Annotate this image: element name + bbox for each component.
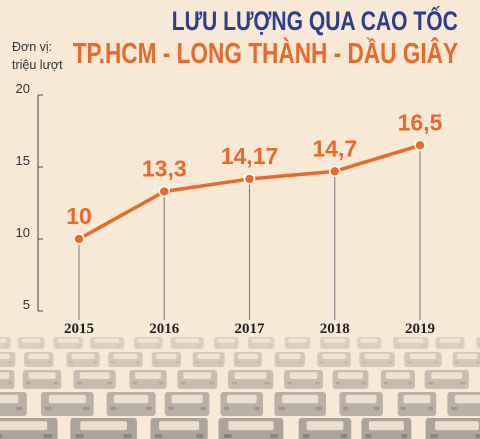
car-shape [227,370,274,389]
data-point [158,185,170,198]
car-shape [435,337,465,349]
car-shape [283,370,324,389]
x-tick-label: 2019 [405,321,435,337]
car-shape [22,370,62,389]
car-shape [0,370,15,389]
data-label: 13,3 [142,155,187,181]
y-tick-label: 5 [23,297,30,312]
data-label: 10 [66,203,92,229]
car-shape [24,352,54,367]
car-shape [404,352,442,367]
car-shape [397,392,437,416]
car-shape [151,352,182,367]
data-label: 14,7 [312,135,357,161]
car-shape [0,352,16,367]
car-shape [319,337,350,349]
car-shape [424,370,469,389]
car-shape [218,418,284,439]
car-shape [0,418,58,439]
car-shape [447,392,480,416]
data-label: 16,5 [398,109,443,135]
value-stems [78,145,421,320]
car-shape [129,370,167,389]
traffic-illustration [0,337,480,439]
car-shape [53,337,84,349]
x-tick-label: 2018 [320,321,350,337]
car-shape [106,392,156,416]
car-shape [380,370,415,389]
car-shape [133,337,163,349]
car-shape [220,392,264,416]
car-shape [356,337,382,349]
y-tick-label: 20 [16,81,30,96]
car-shape [425,418,480,439]
data-point [414,139,426,152]
car-shape [339,392,383,416]
car-shape [274,392,326,416]
y-tick-label: 15 [16,153,30,168]
car-shape [89,337,125,349]
car-shape [213,337,239,349]
data-labels: 10 13,3 14,17 14,7 16,5 [66,109,442,229]
data-point [73,233,85,245]
car-shape [284,337,311,349]
x-tick-label: 2015 [64,321,94,337]
chart-title-line1: LƯU LƯỢNG QUA CAO TỐC [171,6,458,36]
car-shape [150,418,208,439]
car-shape [17,337,45,349]
car-shape [177,370,218,389]
x-tick-label: 2017 [235,321,266,337]
car-shape [170,337,204,349]
car-shape [452,352,480,367]
car-shape [247,337,275,349]
car-shape [40,392,94,416]
car-shape [108,352,143,367]
car-shape [274,352,306,367]
unit-label-line2: triệu lượt [12,58,63,72]
unit-label-line1: Đơn vị: [12,40,53,54]
unit-label: Đơn vị: triệu lượt [12,38,63,74]
y-axis: 5 10 15 20 [16,81,43,312]
car-shape [361,418,412,439]
x-axis-labels: 2015 2016 2017 2018 2019 [64,321,435,337]
car-shape [298,418,352,439]
car-shape [70,418,137,439]
data-label: 14,17 [221,143,279,169]
x-tick-label: 2016 [149,321,180,337]
chart-title-line2: TP.HCM - LONG THÀNH - DẦU GIÂY [72,38,458,70]
car-shape [359,352,395,367]
car-shape [164,392,210,416]
car-shape [332,370,369,389]
car-shape [66,352,100,367]
data-point [329,165,341,178]
y-tick-label: 10 [16,225,30,240]
car-shape [0,392,27,416]
car-shape [233,352,263,367]
series-line [73,139,426,245]
car-shape [192,352,225,367]
car-shape [392,337,429,349]
data-point [243,173,256,185]
car-shape [0,337,11,349]
car-shape [73,370,116,389]
car-shape [317,352,351,367]
car-shape [476,337,480,349]
